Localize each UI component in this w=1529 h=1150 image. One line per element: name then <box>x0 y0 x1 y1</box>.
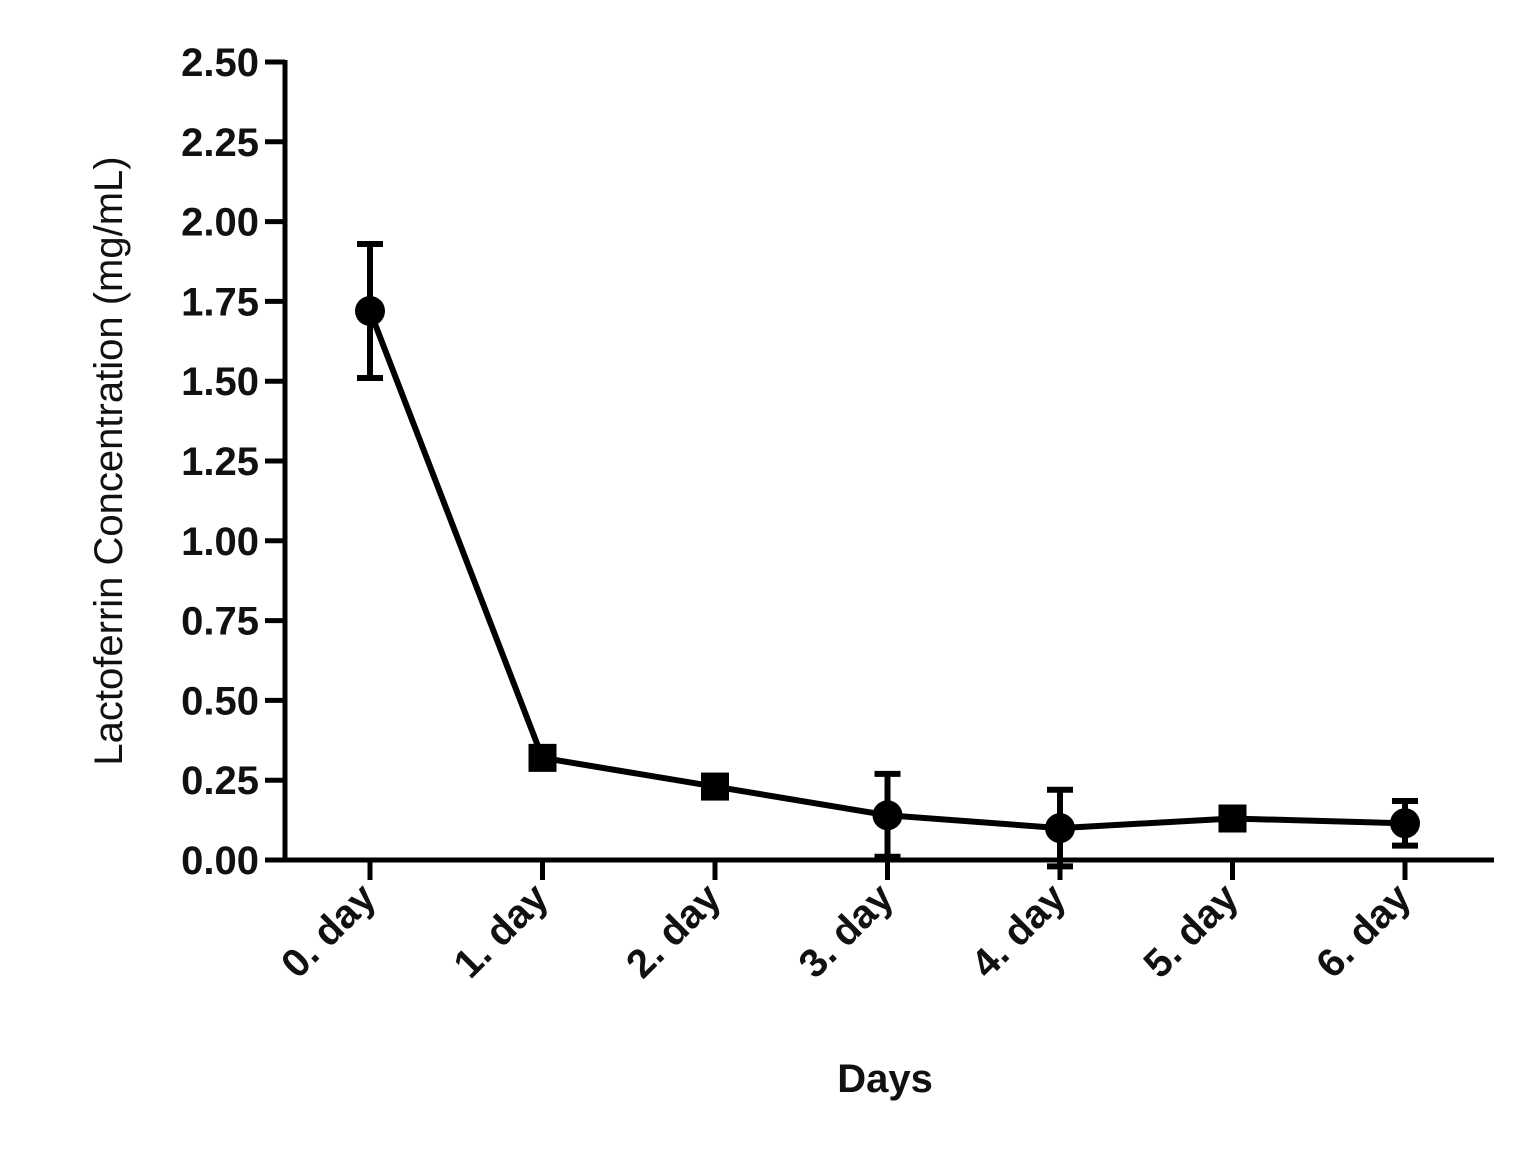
x-tick-label: 5. day <box>1136 875 1248 987</box>
y-tick-label: 0.50 <box>181 679 259 723</box>
x-tick-label: 1. day <box>446 875 558 987</box>
series-line <box>367 309 1406 832</box>
data-point-square <box>528 743 557 772</box>
y-tick-label: 1.50 <box>181 360 259 404</box>
y-tick-label: 2.50 <box>181 41 259 85</box>
x-tick-label: 2. day <box>618 875 730 987</box>
data-point-circle <box>872 800 903 831</box>
y-tick-label: 1.00 <box>181 520 259 564</box>
x-tick-label: 6. day <box>1308 875 1420 987</box>
y-tick-label: 2.25 <box>181 121 259 165</box>
data-point-circle <box>1390 808 1420 839</box>
data-point-square <box>1218 804 1247 833</box>
y-tick-label: 1.75 <box>181 280 259 324</box>
data-point-square <box>701 772 729 801</box>
y-tick-label: 2.00 <box>181 201 259 245</box>
y-tick-label: 0.75 <box>181 600 259 644</box>
y-axis-title: Lactoferrin Concentration (mg/mL) <box>87 156 131 765</box>
plot-area <box>355 240 1420 870</box>
y-tick-label: 0.00 <box>181 839 259 883</box>
data-point-circle <box>1045 813 1075 844</box>
y-tick-label: 1.25 <box>181 440 259 484</box>
data-point-circle <box>355 295 385 326</box>
x-axis-title: Days <box>837 1057 933 1101</box>
x-tick-label: 4. day <box>963 875 1075 987</box>
x-tick-label: 0. day <box>273 875 385 987</box>
y-tick-label: 0.25 <box>181 759 259 803</box>
x-axis-ticks: 0. day 1. day 2. day 3. day 4. day 5. day 6. d… <box>273 860 1420 987</box>
y-axis-ticks: 0.00 0.25 0.50 0.75 1.00 1.25 1.50 1.75 2.00 2.25… <box>181 41 285 883</box>
axes <box>282 60 1494 863</box>
x-tick-label: 3. day <box>791 875 903 987</box>
